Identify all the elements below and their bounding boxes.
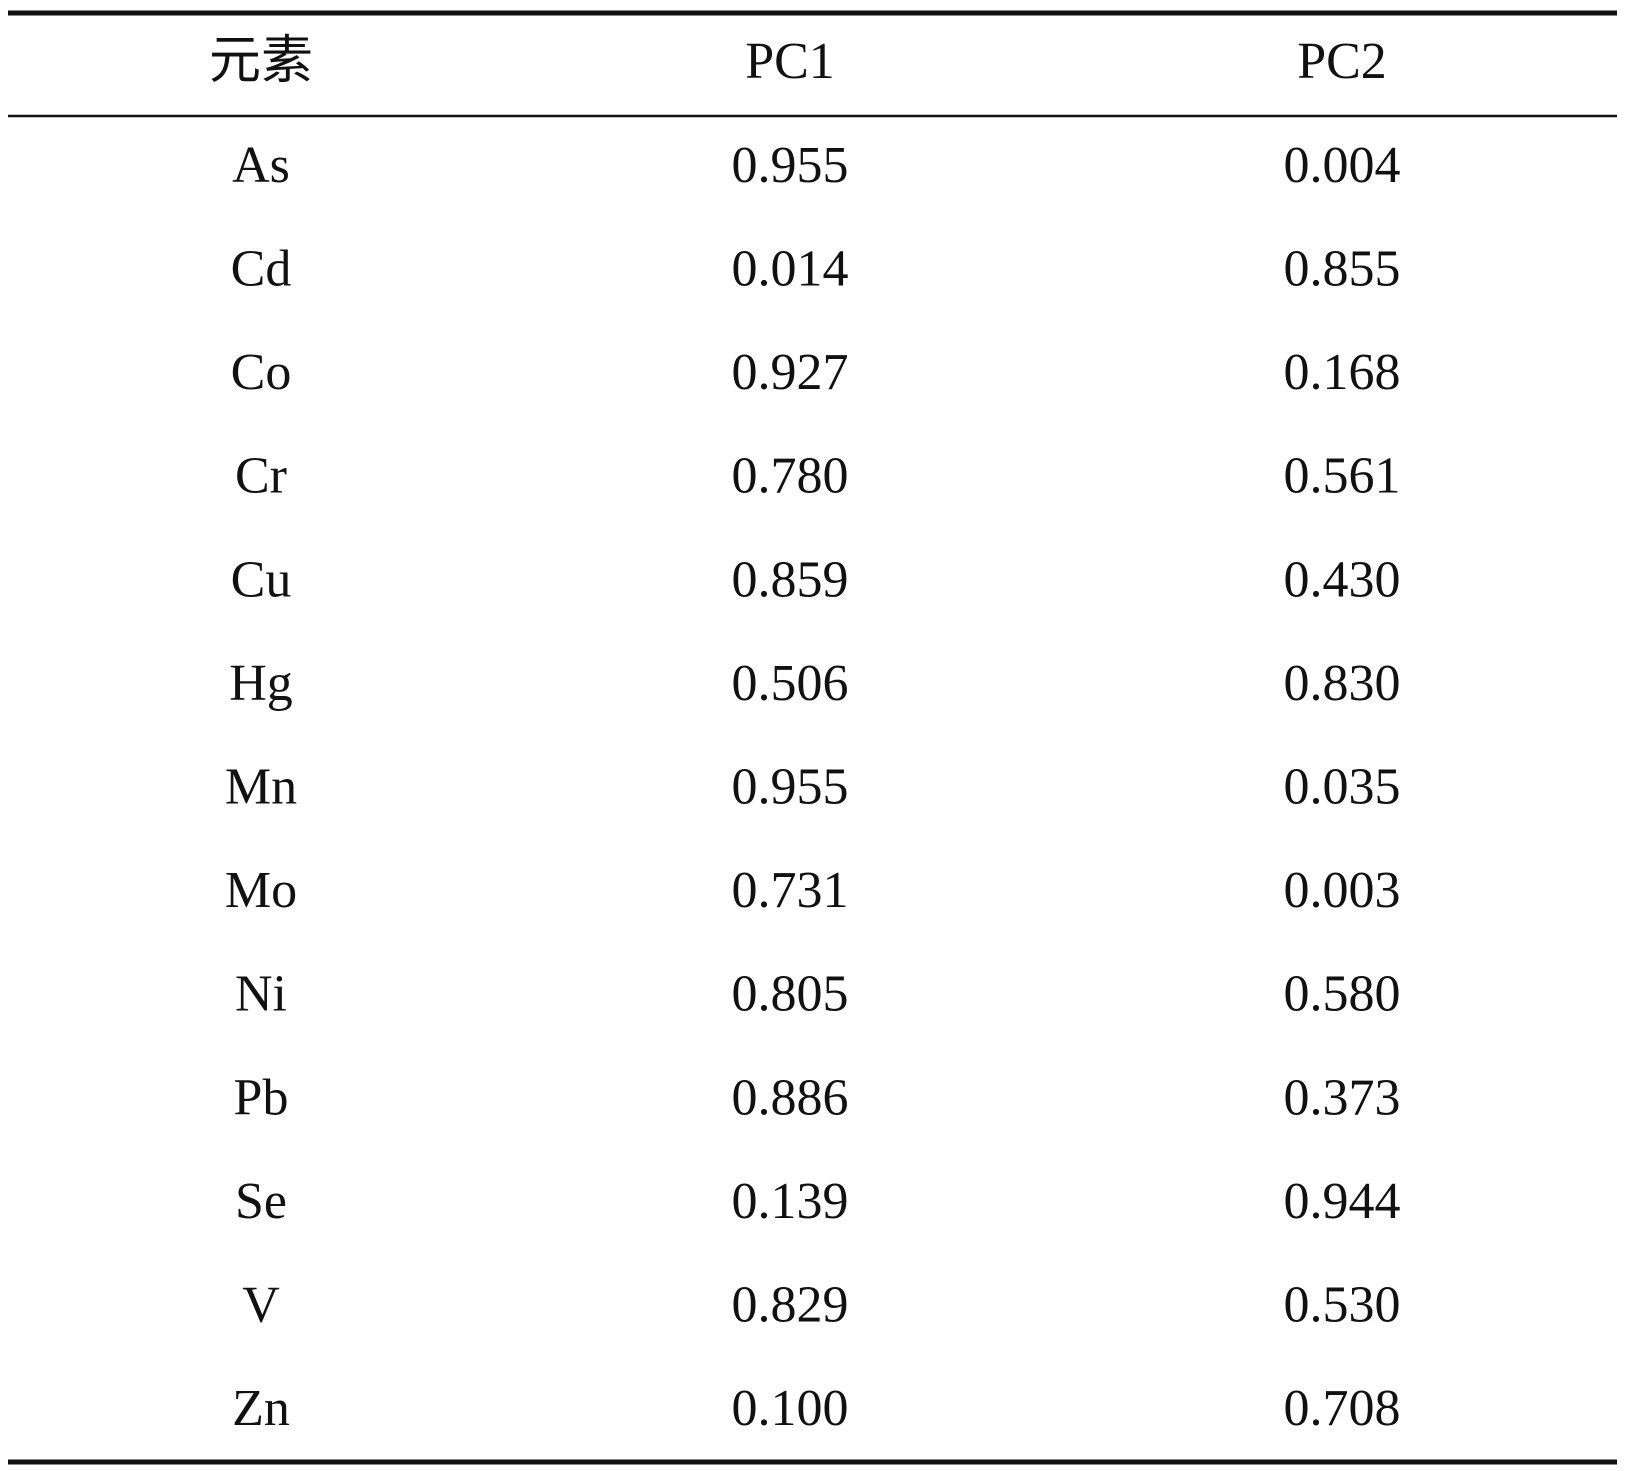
element-cell: Ni <box>235 966 287 1023</box>
value-cell: 0.168 <box>1284 344 1401 401</box>
element-cell: V <box>242 1277 280 1334</box>
element-cell: Mn <box>225 759 297 816</box>
value-cell: 0.561 <box>1284 448 1401 505</box>
value-cell: 0.430 <box>1284 551 1401 608</box>
value-cell: 0.373 <box>1284 1069 1401 1126</box>
value-cell: 0.927 <box>732 344 849 401</box>
value-cell: 0.955 <box>732 759 849 816</box>
element-cell: Co <box>231 344 292 401</box>
value-cell: 0.014 <box>732 241 849 298</box>
value-cell: 0.780 <box>732 448 849 505</box>
element-cell: Cu <box>231 551 292 608</box>
value-cell: 0.139 <box>732 1173 849 1230</box>
value-cell: 0.708 <box>1284 1380 1401 1437</box>
value-cell: 0.830 <box>1284 655 1401 712</box>
value-cell: 0.003 <box>1284 862 1401 919</box>
value-cell: 0.530 <box>1284 1277 1401 1334</box>
value-cell: 0.580 <box>1284 966 1401 1023</box>
header-cell: PC1 <box>745 33 835 90</box>
element-cell: Se <box>235 1173 287 1230</box>
value-cell: 0.859 <box>732 551 849 608</box>
element-cell: Mo <box>225 862 297 919</box>
header-cell: 元素 <box>209 33 313 90</box>
value-cell: 0.035 <box>1284 759 1401 816</box>
element-cell: Cr <box>235 448 287 505</box>
element-cell: As <box>232 137 290 194</box>
value-cell: 0.855 <box>1284 241 1401 298</box>
value-cell: 0.955 <box>732 137 849 194</box>
element-cell: Zn <box>232 1380 290 1437</box>
element-cell: Pb <box>234 1069 289 1126</box>
value-cell: 0.805 <box>732 966 849 1023</box>
value-cell: 0.829 <box>732 1277 849 1334</box>
value-cell: 0.731 <box>732 862 849 919</box>
value-cell: 0.100 <box>732 1380 849 1437</box>
header-cell: PC2 <box>1297 33 1387 90</box>
value-cell: 0.886 <box>732 1069 849 1126</box>
value-cell: 0.506 <box>732 655 849 712</box>
element-cell: Hg <box>229 655 293 712</box>
value-cell: 0.944 <box>1284 1173 1401 1230</box>
value-cell: 0.004 <box>1284 137 1401 194</box>
element-cell: Cd <box>231 241 292 298</box>
